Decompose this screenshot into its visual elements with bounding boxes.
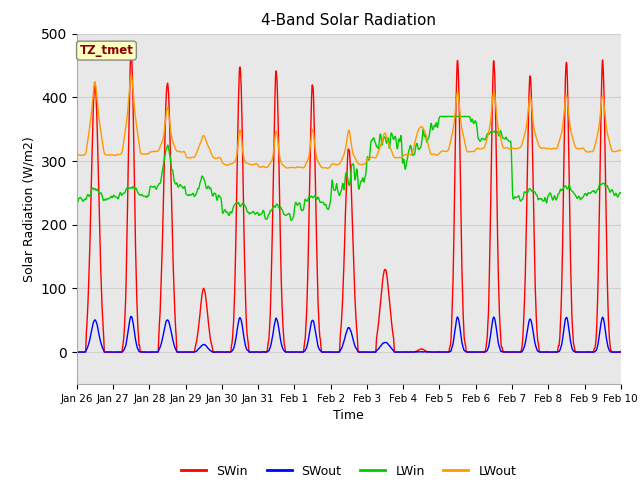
LWin — [174, 184, 182, 190]
SWin — [511, 349, 518, 355]
LWin — [617, 190, 625, 196]
SWin — [617, 349, 625, 355]
SWin — [411, 349, 419, 355]
SWout — [73, 349, 81, 355]
LWin — [438, 114, 446, 120]
LWout — [411, 139, 419, 144]
LWin — [593, 187, 601, 192]
LWout — [355, 161, 362, 167]
SWin — [593, 313, 601, 319]
LWin — [355, 180, 362, 186]
LWout — [593, 132, 601, 138]
LWout — [617, 147, 625, 153]
LWin — [287, 217, 295, 223]
LWout — [175, 148, 182, 154]
LWout — [127, 72, 135, 78]
SWout — [221, 349, 229, 355]
SWout — [175, 349, 182, 355]
Line: SWin: SWin — [77, 54, 621, 352]
LWin — [511, 194, 518, 200]
SWout — [127, 313, 135, 319]
SWin — [127, 51, 135, 57]
Text: TZ_tmet: TZ_tmet — [79, 44, 133, 57]
LWout — [73, 152, 81, 157]
SWout — [256, 349, 264, 355]
LWout — [324, 166, 332, 171]
Line: LWout: LWout — [77, 75, 621, 168]
SWin — [355, 348, 362, 354]
SWin — [221, 349, 229, 355]
SWout — [617, 349, 625, 355]
LWin — [411, 150, 419, 156]
SWin — [73, 349, 81, 355]
Legend: SWin, SWout, LWin, LWout: SWin, SWout, LWin, LWout — [176, 460, 522, 480]
Line: LWin: LWin — [77, 117, 621, 220]
X-axis label: Time: Time — [333, 409, 364, 422]
LWout — [511, 146, 518, 152]
Y-axis label: Solar Radiation (W/m2): Solar Radiation (W/m2) — [22, 136, 35, 282]
SWout — [593, 344, 601, 349]
Line: SWout: SWout — [77, 316, 621, 352]
SWout — [355, 349, 362, 355]
SWout — [511, 349, 518, 355]
SWout — [411, 349, 419, 355]
SWin — [175, 349, 182, 355]
LWin — [73, 202, 81, 207]
LWin — [221, 207, 229, 213]
Title: 4-Band Solar Radiation: 4-Band Solar Radiation — [261, 13, 436, 28]
LWout — [221, 162, 229, 168]
